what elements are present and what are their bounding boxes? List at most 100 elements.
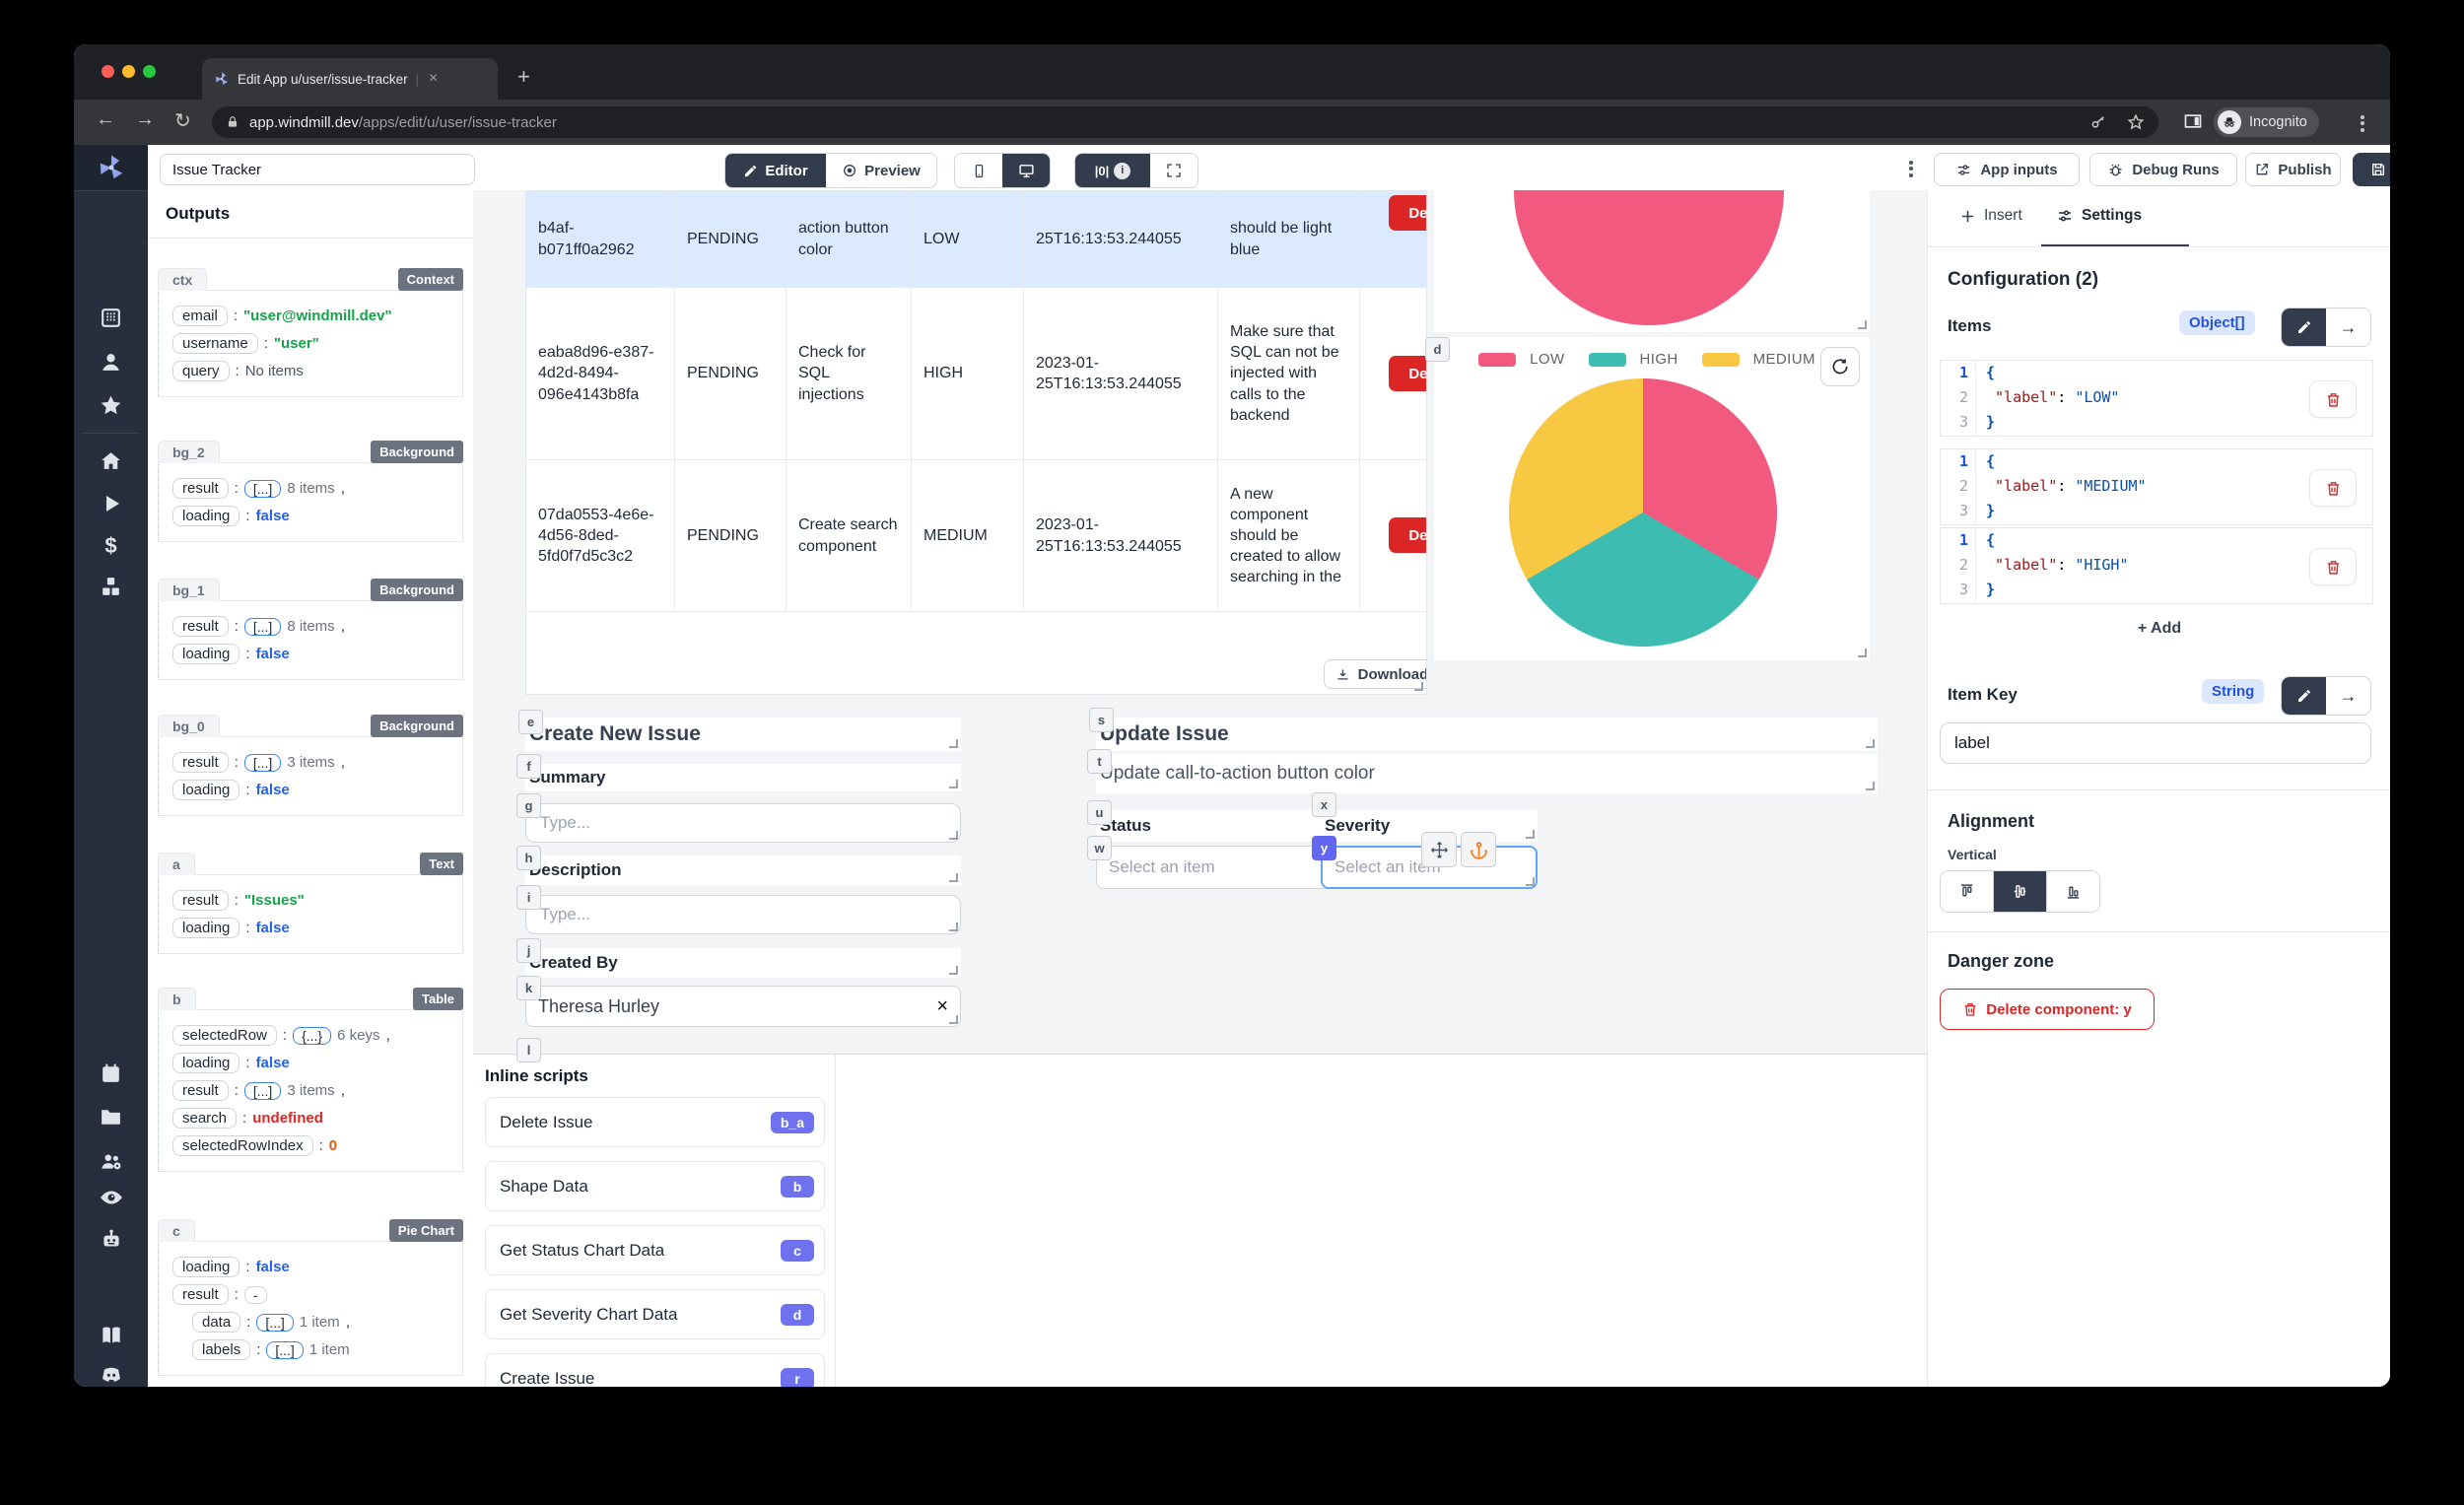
- output-key-pill[interactable]: username: [172, 333, 258, 354]
- app-inputs-button[interactable]: App inputs: [1934, 153, 2080, 186]
- component-tag-h[interactable]: h: [516, 846, 541, 870]
- json-code[interactable]: { "label": "HIGH" }: [1986, 531, 2129, 598]
- sidebar-item-favorites[interactable]: [74, 393, 148, 418]
- output-key-pill[interactable]: loading: [172, 1053, 240, 1073]
- created-by-select[interactable]: Theresa Hurley ×: [525, 986, 961, 1027]
- component-tag-l[interactable]: l: [516, 1038, 541, 1062]
- output-key-pill[interactable]: result: [172, 616, 229, 637]
- sidebar-item-resources[interactable]: [74, 575, 148, 599]
- description-input[interactable]: [525, 895, 961, 934]
- insert-tab[interactable]: Insert: [1959, 207, 2022, 225]
- bookmark-star-icon[interactable]: [2127, 113, 2145, 131]
- json-code[interactable]: { "label": "MEDIUM" }: [1986, 452, 2147, 519]
- component-tag-j[interactable]: j: [516, 938, 541, 963]
- output-key-pill[interactable]: data: [192, 1312, 241, 1333]
- edit-pencil-button[interactable]: [2282, 677, 2326, 715]
- expand-array-pill[interactable]: [...]: [243, 479, 282, 498]
- new-tab-button[interactable]: +: [517, 64, 530, 89]
- address-bar[interactable]: app.windmill.dev/apps/edit/u/user/issue-…: [212, 106, 2158, 138]
- output-section-id[interactable]: a: [158, 853, 195, 875]
- align-top-button[interactable]: [1941, 871, 1994, 912]
- summary-input[interactable]: [525, 803, 961, 843]
- component-tag-x[interactable]: x: [1312, 792, 1336, 817]
- sidebar-item-groups[interactable]: [74, 1148, 148, 1174]
- output-key-pill[interactable]: result: [172, 752, 229, 773]
- output-section-id[interactable]: bg_2: [158, 441, 220, 463]
- output-section-id[interactable]: bg_0: [158, 715, 220, 737]
- sidebar-item-user[interactable]: [74, 350, 148, 375]
- fullscreen-icon[interactable]: [1150, 154, 1198, 187]
- output-key-pill[interactable]: result: [172, 1080, 229, 1101]
- inline-script-item[interactable]: Shape Data b: [485, 1161, 825, 1211]
- toolbar-menu-icon[interactable]: [1909, 158, 1913, 179]
- output-key-pill[interactable]: selectedRow: [172, 1025, 277, 1046]
- anchor-icon[interactable]: [1461, 832, 1496, 867]
- table-row[interactable]: eaba8d96-e387-4d2d-8494-096e4143b8fa PEN…: [526, 288, 1426, 460]
- output-key-pill[interactable]: result: [172, 890, 229, 911]
- output-key-pill[interactable]: search: [172, 1108, 238, 1129]
- legend-label[interactable]: HIGH: [1639, 351, 1678, 368]
- save-button[interactable]: Save: [2353, 153, 2390, 186]
- table-row[interactable]: 07da0553-4e6e-4d56-8ded-5fd0f7d5c3c2 PEN…: [526, 460, 1426, 612]
- expand-array-pill[interactable]: [...]: [266, 1340, 304, 1359]
- window-close-button[interactable]: [102, 65, 114, 78]
- component-tag-t[interactable]: t: [1087, 749, 1112, 774]
- output-key-pill[interactable]: loading: [172, 506, 240, 526]
- expand-array-pill[interactable]: [...]: [243, 1081, 282, 1100]
- output-key-pill[interactable]: labels: [192, 1339, 251, 1360]
- inline-script-item[interactable]: Get Status Chart Data c: [485, 1225, 825, 1275]
- sidebar-item-apps[interactable]: [74, 306, 148, 330]
- schema-explorer-button[interactable]: |0| i: [1075, 154, 1150, 187]
- component-tag-i[interactable]: i: [516, 885, 541, 910]
- move-handle-icon[interactable]: [1421, 832, 1457, 867]
- sidebar-item-home[interactable]: [74, 448, 148, 473]
- output-key-pill[interactable]: query: [172, 361, 230, 381]
- legend-swatch[interactable]: [1588, 352, 1626, 367]
- expand-array-pill[interactable]: [...]: [243, 753, 282, 772]
- delete-issue-button[interactable]: Del: [1389, 356, 1426, 391]
- delete-component-button[interactable]: Delete component: y: [1940, 989, 2155, 1030]
- add-item-button[interactable]: + Add: [2137, 620, 2182, 637]
- output-key-pill[interactable]: result: [172, 478, 229, 499]
- expand-array-pill[interactable]: [...]: [243, 617, 282, 636]
- sidebar-item-schedules[interactable]: [74, 1061, 148, 1086]
- browser-menu-icon[interactable]: [2361, 112, 2364, 134]
- output-key-pill[interactable]: email: [172, 306, 228, 326]
- component-tag-y-selected[interactable]: y: [1312, 836, 1336, 860]
- browser-tab[interactable]: Edit App u/user/issue-tracker | ×: [202, 58, 498, 100]
- output-key-pill[interactable]: loading: [172, 1257, 240, 1277]
- sidebar-item-variables[interactable]: $: [104, 533, 117, 558]
- component-tag-s[interactable]: s: [1089, 708, 1114, 732]
- publish-button[interactable]: Publish: [2245, 153, 2341, 186]
- forward-icon[interactable]: →: [135, 108, 155, 130]
- settings-tab[interactable]: Settings: [2056, 207, 2142, 225]
- reload-icon[interactable]: ↻: [174, 110, 191, 132]
- clear-selection-icon[interactable]: ×: [936, 994, 948, 1017]
- output-key-pill[interactable]: selectedRowIndex: [172, 1135, 313, 1156]
- tab-close-icon[interactable]: ×: [428, 70, 439, 87]
- expand-object-pill[interactable]: {...}: [293, 1026, 332, 1045]
- sidebar-item-ai[interactable]: [74, 1227, 148, 1253]
- component-tag-g[interactable]: g: [516, 793, 541, 818]
- output-section-id[interactable]: bg_1: [158, 579, 220, 601]
- status-select[interactable]: Select an item: [1096, 846, 1340, 889]
- delete-item-trash-icon[interactable]: [2309, 380, 2357, 418]
- window-zoom-button[interactable]: [143, 65, 156, 78]
- app-name-input[interactable]: [160, 154, 475, 185]
- component-tag-u[interactable]: u: [1087, 800, 1112, 825]
- side-panel-icon[interactable]: [2183, 111, 2203, 131]
- download-button[interactable]: Download: [1324, 659, 1426, 689]
- output-key-pill[interactable]: result: [172, 1284, 229, 1305]
- output-section-id[interactable]: c: [158, 1219, 195, 1242]
- preview-tab[interactable]: Preview: [826, 154, 936, 187]
- connect-arrow-button[interactable]: →: [2326, 677, 2370, 715]
- align-bottom-button[interactable]: [2047, 871, 2099, 912]
- legend-label[interactable]: MEDIUM: [1752, 351, 1815, 368]
- delete-issue-button[interactable]: Del: [1389, 517, 1426, 553]
- output-key-pill[interactable]: loading: [172, 644, 240, 664]
- component-tag-d[interactable]: d: [1425, 337, 1450, 362]
- table-row-selected[interactable]: b4af-b071ff0a2962 PENDING action button …: [526, 191, 1426, 288]
- desktop-view-button[interactable]: [1002, 154, 1050, 187]
